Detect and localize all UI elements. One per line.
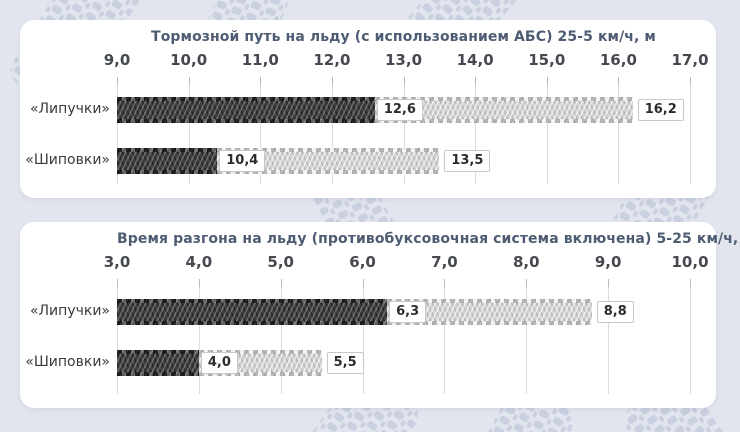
axis-tick-mark	[690, 77, 691, 85]
gridline	[188, 77, 190, 184]
axis-tick-label: 4,0	[185, 253, 213, 271]
category-label: «Липучки»	[29, 303, 110, 319]
axis-tick-mark	[690, 279, 691, 287]
bar-dark-segment	[117, 350, 199, 376]
value-label-light: 13,5	[444, 150, 491, 172]
gridline	[260, 77, 262, 184]
category-label: «Шиповки»	[25, 152, 110, 168]
axis-tick-mark	[618, 77, 620, 85]
axis-tick-mark	[403, 77, 405, 85]
axis-tick-mark	[117, 279, 118, 287]
axis-tick-mark	[117, 77, 118, 85]
value-label-dark: 10,4	[219, 150, 266, 172]
axis-tick-mark	[260, 77, 262, 85]
gridline	[690, 279, 691, 394]
gridline	[403, 77, 405, 184]
axis-tick-mark	[188, 77, 190, 85]
bar-dark-segment	[117, 97, 375, 123]
axis-tick-label: 14,0	[456, 51, 494, 69]
axis-tick-label: 16,0	[599, 51, 637, 69]
gridline	[280, 279, 282, 394]
plot-body: «Липучки» 12,6 16,2 «Шиповки» 10,4 13,5	[25, 77, 691, 184]
axis-tick-mark	[198, 279, 200, 287]
gridline	[444, 279, 446, 394]
axis-tick-mark	[444, 279, 446, 287]
axis-tick-mark	[546, 77, 548, 85]
axis-tick-label: 17,0	[671, 51, 709, 69]
value-label-dark: 6,3	[389, 301, 427, 323]
axis-tick-label: 3,0	[103, 253, 131, 271]
value-label-light: 8,8	[596, 301, 634, 323]
value-label-dark: 12,6	[376, 99, 423, 121]
gridline	[117, 279, 118, 394]
bar-dark-segment	[117, 299, 388, 325]
braking-distance-chart-card: Тормозной путь на льду (с использованием…	[20, 20, 716, 198]
acceleration-time-chart-card: Время разгона на льду (противобуксовочна…	[20, 222, 740, 408]
value-label-light: 16,2	[637, 99, 684, 121]
axis-tick-mark	[526, 279, 528, 287]
axis-tick-label: 9,0	[594, 253, 622, 271]
gridline	[608, 279, 610, 394]
axis-tick-label: 8,0	[512, 253, 540, 271]
bar-dark-segment	[117, 148, 218, 174]
plot-area: 3,0 4,0 5,0 6,0 7,0 8,0 9,0 10,0 «Липучки» 6,3 8,…	[25, 253, 709, 394]
axis-tick-label: 9,0	[103, 51, 131, 69]
axis-tick-label: 13,0	[384, 51, 423, 69]
gridline	[362, 279, 364, 394]
axis-tick-mark	[475, 77, 477, 85]
axis-tick-label: 15,0	[528, 51, 566, 69]
value-label-light: 5,5	[326, 352, 364, 374]
axis-tick-label: 5,0	[267, 253, 294, 271]
gridline	[618, 77, 620, 184]
gridline	[198, 279, 200, 394]
plot-area: 9,0 10,0 11,0 12,0 13,0 14,0 15,0 16,0 17,0 «Лип…	[25, 51, 709, 184]
x-axis: 3,0 4,0 5,0 6,0 7,0 8,0 9,0 10,0	[104, 253, 709, 273]
gridline	[546, 77, 548, 184]
axis-tick-label: 7,0	[431, 253, 458, 271]
axis-tick-label: 12,0	[313, 51, 351, 69]
gridline	[526, 279, 528, 394]
axis-tick-label: 6,0	[349, 253, 376, 271]
axis-tick-mark	[280, 279, 282, 287]
plot-body: «Липучки» 6,3 8,8 «Шиповки» 4,0 5,5	[25, 279, 691, 394]
axis-tick-label: 10,0	[671, 253, 709, 271]
x-axis: 9,0 10,0 11,0 12,0 13,0 14,0 15,0 16,0 17,0	[104, 51, 709, 71]
gridline	[475, 77, 477, 184]
gridline	[690, 77, 691, 184]
gridline	[117, 77, 118, 184]
value-label-dark: 4,0	[200, 352, 238, 374]
axis-tick-mark	[331, 77, 333, 85]
axis-tick-mark	[362, 279, 364, 287]
axis-tick-label: 11,0	[241, 51, 279, 69]
chart-title: Тормозной путь на льду (с использованием…	[151, 29, 656, 45]
category-label: «Липучки»	[29, 101, 110, 117]
chart-title: Время разгона на льду (противобуксовочна…	[117, 231, 740, 247]
gridline	[331, 77, 333, 184]
category-label: «Шиповки»	[25, 354, 110, 370]
axis-tick-label: 10,0	[170, 51, 208, 69]
axis-tick-mark	[608, 279, 610, 287]
